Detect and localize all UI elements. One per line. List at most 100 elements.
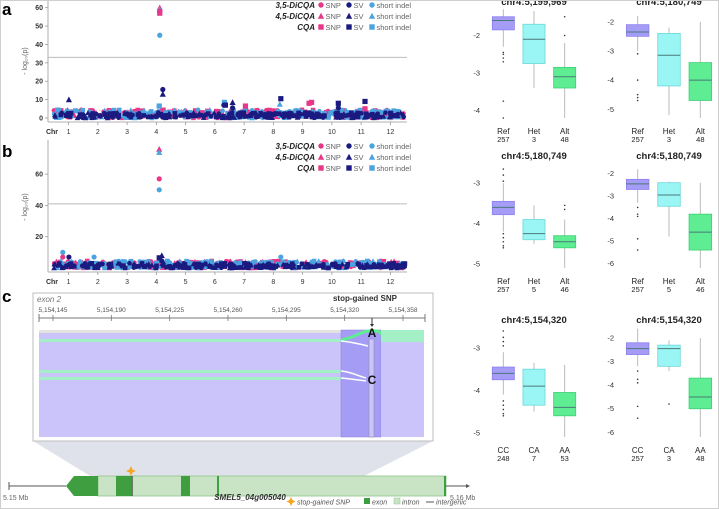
- y-tick-label: -3: [473, 343, 480, 352]
- x-tick-label: 8: [271, 279, 275, 286]
- background-point: [296, 110, 301, 116]
- background-point: [214, 108, 219, 114]
- background-point: [326, 115, 331, 120]
- background-point: [147, 264, 152, 269]
- background-point: [286, 114, 292, 120]
- legend-trait-label: CQA: [297, 164, 315, 173]
- exon-1: [66, 476, 98, 496]
- x-tick-label: 4: [154, 129, 158, 136]
- y-tick-label: -5: [473, 259, 480, 268]
- legend-marker: [318, 24, 324, 30]
- outlier-point: [636, 378, 639, 381]
- background-point: [355, 114, 361, 120]
- background-point: [111, 107, 117, 113]
- exon-label: exon 2: [37, 295, 62, 304]
- category-label: CA: [528, 446, 540, 455]
- background-point: [361, 260, 367, 265]
- outlier-point: [636, 96, 639, 99]
- association-point: [65, 96, 73, 103]
- category-label: Het: [663, 127, 676, 136]
- background-point: [156, 110, 161, 115]
- background-point: [380, 110, 386, 115]
- background-point: [242, 107, 248, 113]
- read-green-1: [39, 339, 341, 342]
- background-point: [296, 264, 302, 270]
- y-tick-label: -2: [607, 169, 614, 178]
- boxplot-title: chr4:5,199,969: [501, 0, 567, 8]
- outlier-point: [636, 249, 639, 251]
- axis-tick-label: 5,154,225: [155, 307, 184, 314]
- background-point: [364, 111, 369, 117]
- x-axis-label: Chr: [46, 279, 58, 286]
- legend-item-label: SNP: [326, 12, 341, 21]
- x-tick-label: 6: [213, 129, 217, 136]
- background-point: [253, 264, 259, 270]
- outlier-point: [502, 100, 505, 102]
- background-point: [301, 264, 308, 270]
- x-tick-label: 9: [301, 279, 305, 286]
- background-point: [229, 110, 235, 116]
- reads-left-top: [39, 330, 341, 333]
- box: [491, 16, 515, 31]
- x-tick-label: 12: [386, 279, 394, 286]
- x-tick-label: 3: [125, 279, 129, 286]
- background-point: [80, 108, 86, 113]
- outlier-point: [636, 206, 639, 209]
- outlier-point: [502, 240, 505, 243]
- legend-item-label: SNP: [326, 1, 341, 10]
- legend-intergenic-label: intergenic: [436, 500, 467, 507]
- background-point: [374, 114, 380, 120]
- background-point: [184, 258, 189, 264]
- legend-marker: [317, 12, 325, 19]
- box: [657, 182, 681, 207]
- exon-4: [217, 476, 219, 496]
- count-label: 257: [631, 135, 644, 144]
- association-point: [362, 98, 368, 105]
- legend-marker: [346, 143, 352, 149]
- y-tick-label: 40: [35, 42, 43, 49]
- exon-2: [116, 476, 131, 496]
- background-point: [349, 110, 354, 116]
- background-point: [58, 112, 64, 118]
- legend-trait-label: CQA: [297, 23, 315, 32]
- outlier-point: [636, 93, 639, 96]
- background-point: [196, 110, 203, 116]
- category-label: Alt: [696, 277, 706, 286]
- association-point: [156, 149, 163, 155]
- background-point: [401, 114, 407, 120]
- read-alignment-view: exon 2 stop-gained SNP 5,154,145 5,154,19…: [32, 292, 434, 482]
- background-point: [163, 110, 168, 116]
- x-tick-label: 12: [386, 129, 394, 136]
- background-point: [266, 107, 272, 113]
- box: [522, 368, 546, 406]
- box: [553, 66, 577, 89]
- association-point: [159, 258, 165, 264]
- background-point: [258, 112, 264, 117]
- background-point: [371, 108, 377, 114]
- background-point: [122, 265, 128, 271]
- y-tick-label: 30: [35, 60, 43, 67]
- y-axis-label: - log₁₀(p): [22, 193, 29, 220]
- background-point: [355, 261, 361, 266]
- box: [688, 377, 713, 410]
- background-point: [231, 114, 238, 120]
- boxplot-title: chr4:5,154,320: [636, 315, 702, 326]
- legend-marker: [317, 153, 325, 160]
- association-point: [276, 101, 283, 107]
- background-point: [226, 112, 232, 118]
- category-label: Alt: [560, 127, 570, 136]
- association-point: [157, 10, 163, 16]
- background-point: [193, 265, 199, 270]
- category-label: Het: [663, 277, 676, 286]
- background-point: [315, 258, 322, 264]
- association-point: [309, 99, 315, 105]
- background-point: [273, 111, 278, 116]
- background-point: [87, 109, 93, 115]
- background-point: [339, 107, 345, 113]
- background-point: [127, 107, 134, 113]
- x-tick-label: 5: [184, 129, 188, 136]
- background-point: [132, 115, 137, 121]
- legend-marker: [369, 143, 375, 149]
- background-point: [266, 111, 272, 116]
